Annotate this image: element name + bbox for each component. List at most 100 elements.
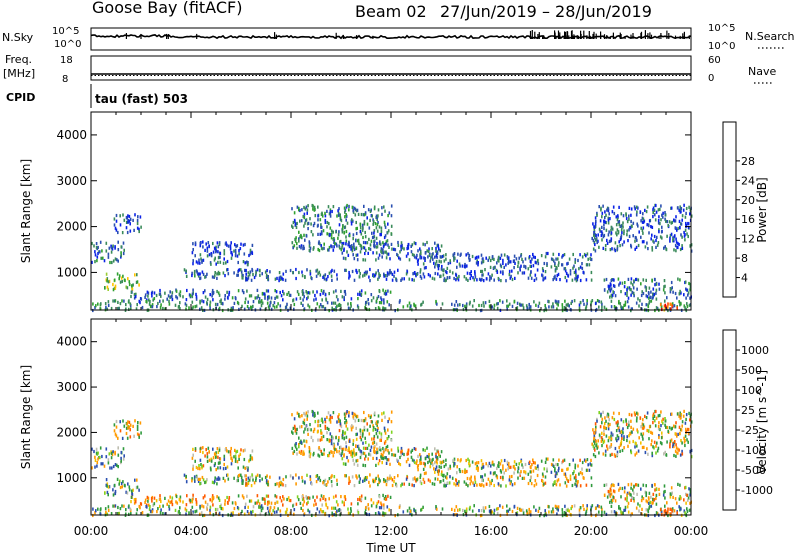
- range-gate-cell: [622, 282, 624, 285]
- range-gate-cell: [364, 231, 366, 234]
- range-gate-cell: [121, 451, 123, 454]
- range-gate-cell: [407, 509, 409, 512]
- range-gate-cell: [285, 475, 287, 478]
- range-gate-cell: [667, 508, 669, 511]
- range-gate-cell: [424, 266, 426, 269]
- range-gate-cell: [372, 251, 374, 254]
- range-gate-cell: [199, 301, 201, 304]
- range-gate-cell: [650, 431, 652, 434]
- range-gate-cell: [636, 223, 638, 226]
- range-gate-cell: [372, 223, 374, 226]
- range-gate-cell: [552, 302, 554, 305]
- range-gate-cell: [595, 302, 597, 305]
- range-gate-cell: [140, 226, 142, 229]
- range-gate-cell: [506, 299, 508, 302]
- range-gate-cell: [191, 479, 193, 482]
- range-gate-cell: [383, 301, 385, 304]
- range-gate-cell: [506, 305, 508, 308]
- range-gate-cell: [567, 509, 569, 512]
- range-gate-cell: [345, 242, 347, 245]
- range-gate-cell: [383, 503, 385, 506]
- range-gate-cell: [323, 448, 325, 451]
- range-gate-cell: [522, 304, 524, 307]
- range-gate-cell: [445, 484, 447, 487]
- range-gate-cell: [575, 476, 577, 479]
- range-gate-cell: [516, 463, 518, 466]
- range-gate-cell: [603, 429, 605, 432]
- range-gate-cell: [403, 510, 405, 513]
- range-gate-cell: [248, 271, 250, 274]
- range-gate-cell: [138, 436, 140, 439]
- range-gate-cell: [399, 301, 401, 304]
- range-gate-cell: [518, 257, 520, 260]
- range-gate-cell: [581, 468, 583, 471]
- range-gate-cell: [621, 231, 623, 234]
- range-gate-cell: [169, 290, 171, 293]
- range-gate-cell: [226, 291, 228, 294]
- range-gate-cell: [465, 483, 467, 486]
- range-gate-cell: [385, 234, 387, 237]
- range-gate-cell: [612, 294, 614, 297]
- range-gate-cell: [326, 431, 328, 434]
- range-gate-cell: [314, 294, 316, 297]
- range-gate-cell: [652, 226, 654, 229]
- range-gate-cell: [335, 302, 337, 305]
- range-gate-cell: [456, 266, 458, 269]
- range-gate-cell: [357, 502, 359, 505]
- range-gate-cell: [250, 252, 252, 255]
- range-gate-cell: [409, 278, 411, 281]
- range-gate-cell: [395, 248, 397, 251]
- range-gate-cell: [316, 480, 318, 483]
- range-gate-cell: [362, 224, 364, 227]
- range-gate-cell: [235, 297, 237, 300]
- range-gate-cell: [344, 211, 346, 214]
- range-gate-cell: [409, 483, 411, 486]
- range-gate-cell: [159, 505, 161, 508]
- range-gate-cell: [240, 247, 242, 250]
- range-gate-cell: [643, 217, 645, 220]
- range-gate-cell: [346, 410, 348, 413]
- range-gate-cell: [628, 305, 630, 308]
- range-gate-cell: [516, 257, 518, 260]
- freq-panel: [91, 56, 691, 80]
- range-gate-cell: [237, 460, 239, 463]
- range-gate-cell: [188, 306, 190, 309]
- range-gate-cell: [246, 482, 248, 485]
- range-gate-cell: [531, 258, 533, 261]
- range-gate-cell: [106, 242, 108, 245]
- range-gate-cell: [441, 473, 443, 476]
- range-gate-cell: [386, 458, 388, 461]
- range-gate-cell: [545, 255, 547, 258]
- range-gate-cell: [675, 421, 677, 424]
- range-gate-cell: [292, 447, 294, 450]
- range-gate-cell: [620, 225, 622, 228]
- range-gate-cell: [440, 260, 442, 263]
- range-gate-cell: [568, 275, 570, 278]
- range-gate-cell: [268, 289, 270, 292]
- range-gate-cell: [347, 508, 349, 511]
- range-gate-cell: [426, 455, 428, 458]
- range-gate-cell: [403, 305, 405, 308]
- range-gate-cell: [492, 461, 494, 464]
- range-gate-cell: [340, 240, 342, 243]
- range-gate-cell: [335, 436, 337, 439]
- range-gate-cell: [545, 270, 547, 273]
- range-gate-cell: [454, 462, 456, 465]
- range-gate-cell: [145, 293, 147, 296]
- range-gate-cell: [617, 424, 619, 427]
- range-gate-cell: [457, 458, 459, 461]
- range-gate-cell: [689, 509, 691, 512]
- range-gate-cell: [458, 275, 460, 278]
- range-gate-cell: [689, 418, 691, 421]
- range-gate-cell: [237, 466, 239, 469]
- range-gate-cell: [329, 439, 331, 442]
- range-gate-cell: [514, 482, 516, 485]
- range-gate-cell: [223, 271, 225, 274]
- range-gate-cell: [274, 502, 276, 505]
- range-gate-cell: [658, 219, 660, 222]
- range-gate-cell: [333, 444, 335, 447]
- range-gate-cell: [456, 300, 458, 303]
- range-gate-cell: [620, 444, 622, 447]
- range-gate-cell: [385, 479, 387, 482]
- range-gate-cell: [351, 218, 353, 221]
